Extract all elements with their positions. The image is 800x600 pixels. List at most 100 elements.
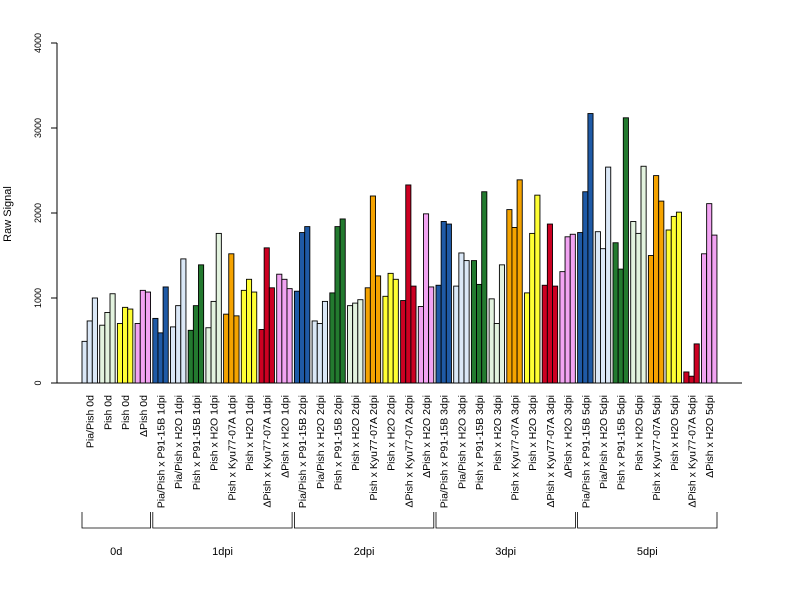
bar [293,290,300,384]
bar [210,300,217,384]
bar [109,293,116,384]
y-axis-label: Raw Signal [2,186,14,242]
x-tick-label: Pia/Pish x H2O 3dpi [456,395,468,489]
bar [334,226,341,384]
bar [701,253,708,384]
group-label: 5dpi [637,546,658,558]
bar [134,323,141,384]
bar [498,264,505,384]
group-bracket [435,512,576,529]
bar [170,326,177,384]
bar [506,209,513,384]
x-tick-label: Pia/Pish x P91-15B 2dpi [297,395,309,508]
y-tick-label: 4000 [33,33,43,53]
bar [511,226,518,384]
bar [653,175,660,384]
bar [339,218,346,384]
bar [711,234,718,384]
bar [240,289,247,384]
bar [470,260,477,384]
bar [577,232,584,384]
x-tick-label: Pish x H2O 5dpi [633,395,645,471]
x-tick-label: Pia/Pish x P91-15B 3dpi [439,395,451,508]
bar [559,271,566,384]
bar [683,371,690,384]
bar [205,327,212,384]
bar [104,312,111,384]
group-bracket [294,512,435,529]
bar [392,278,399,384]
x-tick-label: Pish x H2O 2dpi [350,395,362,471]
bar [617,268,624,384]
x-tick-label: Pish x Kyu77-07A 2dpi [368,395,380,501]
group-bracket [577,512,718,529]
bar [670,215,677,384]
group-bracket [152,512,293,529]
x-tick-label: Pish x H2O 1dpi [244,395,256,471]
group-label: 1dpi [212,546,233,558]
group-bracket [81,512,151,529]
bar [357,299,364,384]
bar [268,287,275,384]
bar [605,166,612,384]
bar [286,288,293,384]
x-tick-label: Pish x P91-15B 2dpi [333,395,345,490]
bar [635,232,642,384]
bar [582,191,589,384]
bar [400,300,407,384]
bar [640,165,647,384]
x-tick-label: ΔPish x H2O 3dpi [563,395,575,478]
bar [162,286,169,384]
bar [675,211,683,384]
bar [258,329,265,384]
bar [600,248,607,384]
x-tick-label: Pish x H2O 2dpi [386,395,398,471]
x-tick-label: Pish x H2O 3dpi [527,395,539,471]
x-tick-label: Pia/Pish x H2O 5dpi [598,395,610,489]
x-tick-label: Pish 0d [102,395,114,430]
group-brackets: 0d 1dpi 2dpi 3dpi 5dpi [81,512,718,558]
bar [364,287,371,384]
bar [144,291,151,384]
bar [564,236,571,384]
group-label: 2dpi [354,546,375,558]
bar [299,232,306,384]
bar [329,292,336,384]
bar [347,305,354,384]
bar [458,252,465,384]
bar [304,226,311,384]
bar [658,200,665,384]
bar [382,295,389,384]
bar [453,285,460,384]
bar [311,320,318,384]
bar [541,284,548,384]
bar [91,297,98,384]
bar [587,113,594,384]
bar [215,232,222,384]
x-tick-label: Pish x P91-15B 3dpi [474,395,486,490]
x-tick-labels: Pia/Pish 0d Pish 0d Pish 0d ΔPish 0d Pia/Pis… [85,395,717,508]
bar [476,283,483,384]
bar [405,184,412,384]
bar [693,343,700,384]
bar [481,191,488,384]
bar [410,285,417,384]
x-tick-label: Pish x H2O 3dpi [492,395,504,471]
x-tick-label: Pish x Kyu77-07A 1dpi [226,395,238,501]
bar [321,300,328,384]
bar [352,302,359,384]
bar [152,317,159,384]
bar [463,260,470,384]
bar [180,258,187,384]
x-tick-label: Pia/Pish x H2O 1dpi [173,395,185,489]
bar [276,273,283,384]
bar [387,272,394,384]
bar [175,305,182,384]
bar [440,221,447,384]
bar [245,278,253,384]
x-tick-label: ΔPish x H2O 1dpi [279,395,291,478]
bar [612,242,619,384]
bar [281,278,288,384]
bar [192,305,199,384]
bar [233,315,240,384]
